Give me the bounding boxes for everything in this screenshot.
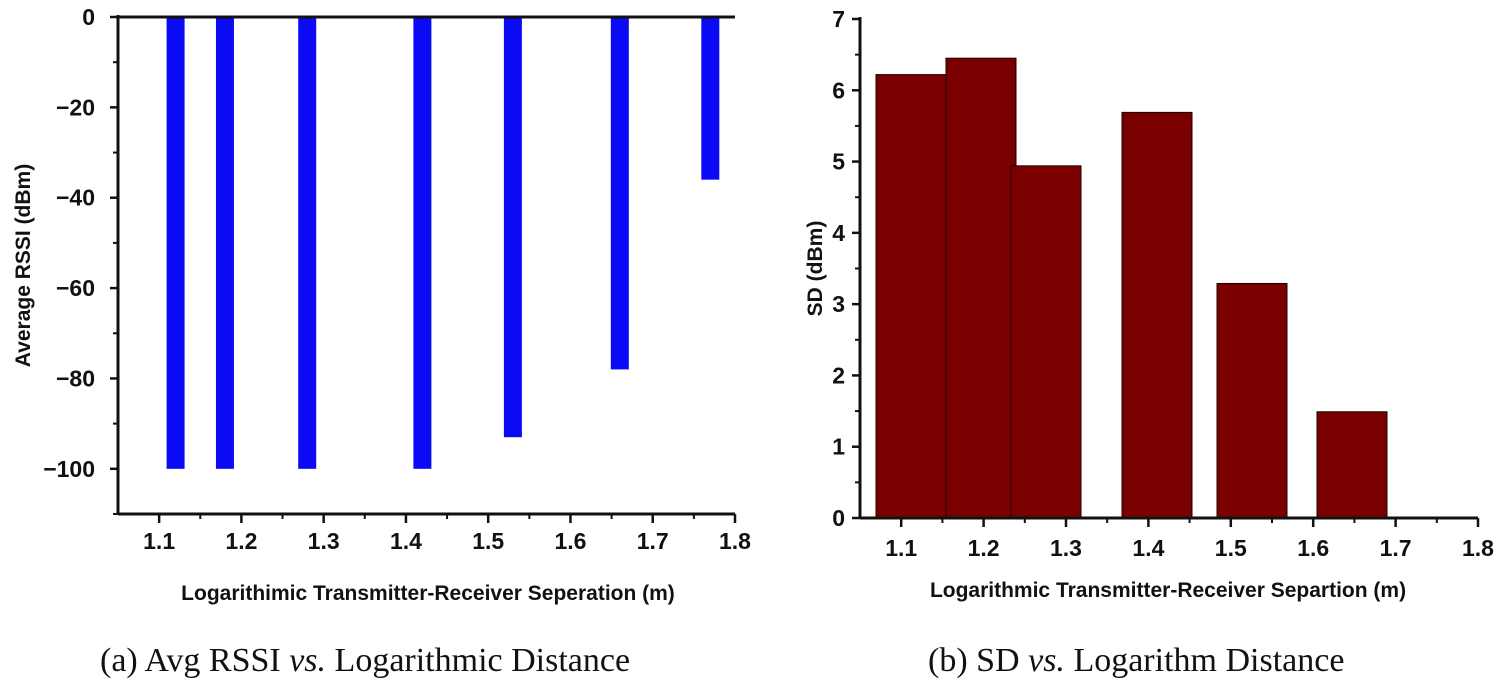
x-tick-label: 1.5	[472, 528, 504, 554]
x-tick-label: 1.8	[719, 528, 751, 554]
bar-sd-3	[1010, 165, 1082, 519]
bar-sd-5	[1216, 282, 1288, 519]
x-axis-title: Logarithimic Transmitter-Receiver Sepera…	[181, 582, 675, 605]
bar-rssi-5	[503, 17, 522, 438]
x-tick-label: 1.1	[885, 535, 917, 561]
x-tick-label: 1.2	[968, 535, 1000, 561]
y-axis-title: SD (dBm)	[804, 221, 827, 317]
bar-sd-4	[1121, 111, 1193, 519]
x-axis-title: Logarithmic Transmitter-Receiver Separti…	[930, 579, 1406, 602]
x-tick-label: 1.8	[1462, 535, 1494, 561]
bar-rssi-1	[166, 17, 185, 469]
bar-rssi-2	[215, 17, 234, 469]
chart-sd: 0 1 2 3 4 5 6 7 1.1 1.2 1.3 1.4 1.5 1.6 1.7 1.8 Logarith…	[804, 6, 1494, 602]
x-tick-label: 1.7	[1380, 535, 1412, 561]
bar-rssi-7	[701, 17, 720, 180]
bar-sd-6	[1316, 411, 1388, 519]
bar-sd-1	[875, 74, 947, 519]
y-tick-label: −100	[43, 456, 95, 482]
y-axis-title: Average RSSI (dBm)	[12, 164, 35, 367]
x-tick-label: 1.6	[554, 528, 586, 554]
y-tick-label: −60	[56, 275, 95, 301]
y-tick-label: −20	[56, 94, 95, 120]
y-tick-label: 3	[832, 291, 845, 317]
caption-a: (a) Avg RSSI vs. Logarithmic Distance	[100, 642, 631, 679]
bar-sd-2	[945, 57, 1017, 519]
y-tick-label: 0	[82, 4, 95, 30]
x-tick-label: 1.7	[637, 528, 669, 554]
y-tick-label: 7	[832, 6, 845, 32]
x-tick-label: 1.2	[225, 528, 257, 554]
x-tick-label: 1.4	[1132, 535, 1164, 561]
x-tick-label: 1.6	[1297, 535, 1329, 561]
bar-rssi-4	[413, 17, 432, 469]
y-tick-label: 2	[832, 362, 845, 388]
x-tick-label: 1.1	[143, 528, 175, 554]
y-tick-label: 4	[832, 220, 845, 246]
bar-rssi-6	[610, 17, 629, 370]
bar-rssi-3	[298, 17, 317, 469]
x-tick-label: 1.5	[1215, 535, 1247, 561]
x-tick-label: 1.3	[1050, 535, 1082, 561]
y-tick-label: 6	[832, 77, 845, 103]
y-tick-label: 5	[832, 149, 845, 175]
y-tick-label: 0	[832, 505, 845, 531]
chart-avg-rssi: 0 −20 −40 −60 −80 −100 1.1 1.2 1.3 1.4 1.5 1.6 1.7 1.…	[12, 4, 751, 605]
y-tick-label: −40	[56, 185, 95, 211]
x-tick-label: 1.4	[390, 528, 422, 554]
caption-b: (b) SD vs. Logarithm Distance	[928, 642, 1345, 679]
y-tick-label: 1	[832, 434, 845, 460]
y-tick-label: −80	[56, 365, 95, 391]
x-tick-label: 1.3	[308, 528, 340, 554]
